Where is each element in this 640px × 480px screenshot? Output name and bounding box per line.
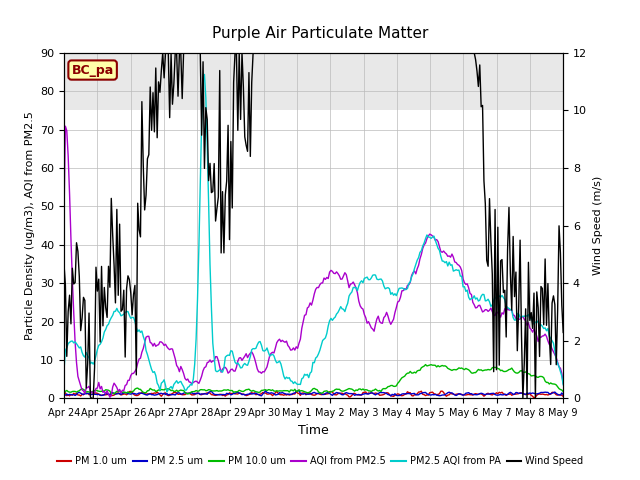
- X-axis label: Time: Time: [298, 424, 329, 437]
- Text: Purple Air Particulate Matter: Purple Air Particulate Matter: [212, 26, 428, 41]
- Y-axis label: Wind Speed (m/s): Wind Speed (m/s): [593, 176, 603, 275]
- Text: BC_pa: BC_pa: [72, 63, 114, 76]
- Bar: [64, 110, 563, 398]
- Y-axis label: Particle Density (ug/m3), AQI from PM2.5: Particle Density (ug/m3), AQI from PM2.5: [24, 111, 35, 340]
- Legend: PM 1.0 um, PM 2.5 um, PM 10.0 um, AQI from PM2.5, PM2.5 AQI from PA, Wind Speed: PM 1.0 um, PM 2.5 um, PM 10.0 um, AQI fr…: [53, 453, 587, 470]
